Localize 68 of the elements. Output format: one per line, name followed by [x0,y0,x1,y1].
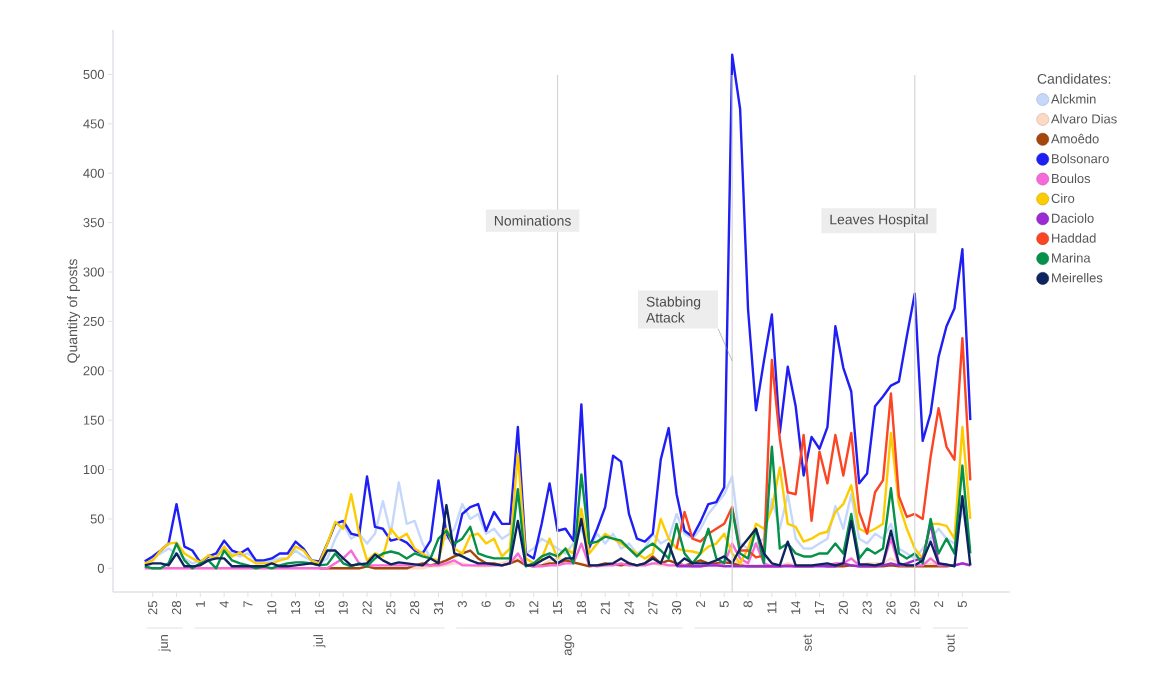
legend-label: Alckmin [1051,94,1096,104]
x-tick-label: 31 [433,601,444,615]
legend-label: Bolsonaro [1052,153,1109,164]
x-tick-label: 28 [410,601,420,615]
line-series [143,53,972,564]
x-tick-label: 22 [362,601,372,615]
y-tick-label: 400 [83,168,104,178]
x-tick-label: 29 [910,601,920,615]
legend-label: Meirelles [1052,272,1103,283]
text: out [946,634,955,652]
x-tick-label: 17 [815,601,824,614]
line-series [675,336,972,559]
x-tick-label: 26 [886,601,896,615]
y-tick-label: 350 [83,218,104,228]
legend-label: Amoêdo [1051,133,1099,144]
x-tick-label: 4 [219,600,229,608]
y-tick-label: 500 [83,69,104,80]
x-tick-label: 7 [243,601,253,608]
y-tick-label: 150 [83,415,104,425]
x-tick-label: 20 [838,601,848,615]
x-tick-label: 30 [672,601,682,615]
x-tick-label: 5 [719,601,729,608]
x-tick-label: 12 [529,601,539,614]
x-tick-label: 14 [791,600,801,614]
ref-line-label: Leaves Hospital [830,214,928,228]
y-tick-label: 0 [97,563,104,573]
legend-label: Marina [1052,253,1091,263]
x-tick-label: 3 [457,601,467,608]
x-tick-label: 21 [600,601,610,615]
legend-label: Haddad [1052,233,1096,243]
x-tick-label: 23 [862,601,872,615]
legend-label: Ciro [1051,193,1075,203]
x-tick-label: 2 [934,601,944,608]
x-tick-label: 24 [624,600,634,615]
x-tick-label: 9 [505,601,515,608]
y-tick-label: 250 [83,316,104,326]
ref-line-label: Stabbing Attack [646,296,701,323]
x-tick-label: 10 [267,601,277,614]
legend-label: Daciolo [1052,213,1094,223]
x-tick-label: 25 [386,601,396,615]
x-tick-label: 13 [291,601,301,614]
x-tick-label: 15 [553,601,563,614]
y-tick-label: 450 [83,119,104,129]
x-tick-label: 19 [338,601,348,614]
x-tick-label: 5 [957,601,967,608]
legend-label: Alvaro Dias [1051,113,1117,124]
text: jul [313,635,326,648]
y-tick-label: 100 [83,464,104,475]
x-tick-label: 18 [576,601,586,614]
x-tick-label: 28 [171,601,182,615]
x-tick-label: 6 [481,601,491,608]
y-tick-label: 200 [83,366,104,376]
text: set [803,634,812,652]
y-tick-label: 50 [90,514,104,524]
x-tick-label: 1 [195,601,205,607]
x-tick-label: 11 [767,601,777,613]
ref-line-label: Nominations [494,215,571,226]
x-tick-label: 27 [648,601,658,615]
text: ago [564,634,575,656]
text: jun [158,635,171,652]
x-tick-label: 16 [314,601,324,614]
y-axis-title: Quantity of posts [67,259,81,363]
x-tick-label: 25 [148,601,158,615]
x-tick-label: 8 [743,601,753,608]
x-tick-label: 2 [695,601,705,608]
legend-title: Candidates: [1037,73,1111,84]
legend-label: Boulos [1052,173,1091,184]
y-tick-label: 300 [83,267,104,277]
